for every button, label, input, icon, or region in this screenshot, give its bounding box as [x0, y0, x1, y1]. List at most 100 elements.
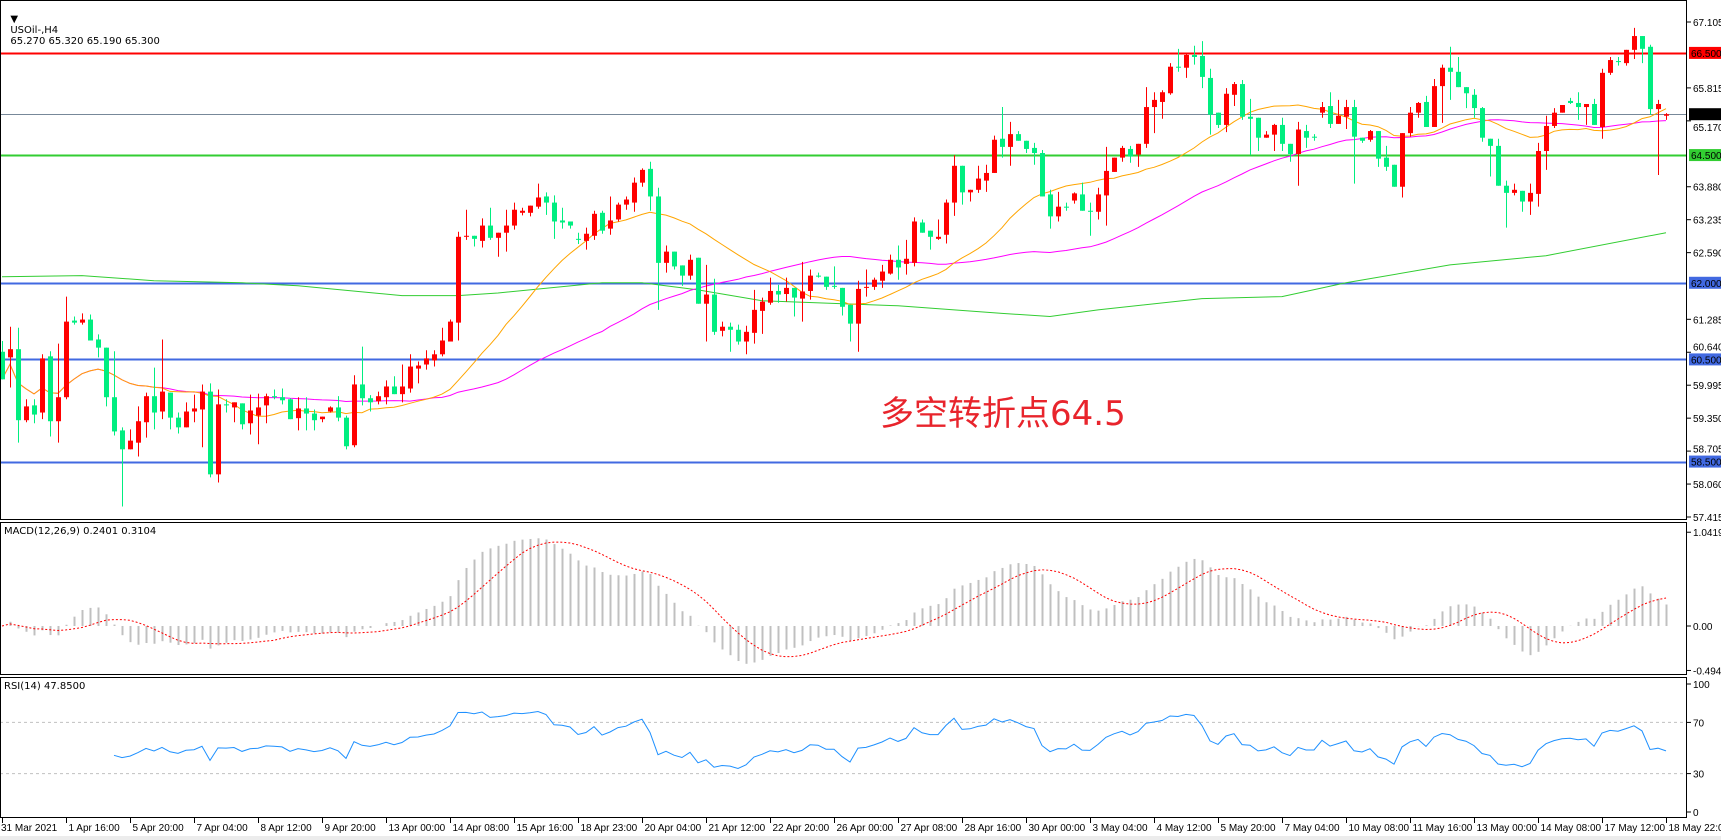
candle-body: [192, 408, 197, 412]
macd-tick-label: -0.494: [1693, 666, 1721, 677]
candle-body: [1488, 138, 1493, 146]
candle-body: [784, 287, 789, 295]
candle-body: [1056, 206, 1061, 217]
candle-body: [1664, 114, 1669, 116]
candle-body: [728, 326, 733, 330]
candle-body: [1248, 116, 1253, 119]
level-label: 66.500: [1691, 49, 1721, 60]
moving-averages: [1, 104, 1667, 417]
candle-body: [248, 410, 253, 424]
time-tick-label: 18 Apr 23:00: [581, 823, 638, 834]
candle: [384, 380, 389, 405]
chart-header[interactable]: ▼ USOil-,H4 65.270 65.320 65.190 65.300: [4, 3, 160, 47]
candle: [1416, 101, 1421, 118]
price-tick-label: 67.105: [1693, 18, 1721, 29]
dropdown-triangle-icon[interactable]: ▼: [10, 14, 19, 25]
candle: [280, 388, 285, 405]
candle: [120, 427, 125, 507]
candle: [24, 399, 29, 423]
candle: [1368, 130, 1373, 142]
candle-body: [176, 417, 181, 428]
candle: [544, 192, 549, 215]
candle: [1624, 49, 1629, 66]
candle-body: [1504, 185, 1509, 193]
candle-body: [288, 399, 293, 420]
candle-body: [1464, 87, 1469, 94]
candle: [464, 209, 469, 240]
level-label: 64.500: [1691, 151, 1721, 162]
candle-body: [1632, 36, 1637, 50]
candle-body: [1088, 210, 1093, 212]
candle-body: [720, 326, 725, 331]
time-tick-label: 18 May 22:00: [1669, 823, 1721, 834]
candle-body: [448, 321, 453, 342]
candle-body: [640, 169, 645, 183]
candle: [1568, 97, 1573, 104]
candle: [152, 367, 157, 430]
candle: [1512, 183, 1517, 196]
macd-tick-label: 0.00: [1693, 622, 1713, 633]
candle-body: [536, 197, 541, 207]
candle: [304, 397, 309, 431]
time-tick-label: 22 Apr 20:00: [773, 823, 830, 834]
annotation-text: 多空转折点64.5: [880, 394, 1126, 434]
candle-body: [1328, 106, 1333, 124]
candle: [112, 351, 117, 436]
time-tick-label: 13 May 00:00: [1477, 823, 1538, 834]
candle: [776, 284, 781, 303]
candle: [160, 339, 165, 420]
candle-body: [128, 440, 133, 450]
candle-body: [496, 232, 501, 238]
candle: [248, 394, 253, 435]
candle: [816, 272, 821, 278]
candle: [1080, 182, 1085, 211]
candle-body: [1256, 117, 1261, 138]
candle: [904, 239, 909, 275]
time-tick-label: 3 May 04:00: [1093, 823, 1148, 834]
candle: [944, 199, 949, 244]
time-tick-label: 26 Apr 00:00: [837, 823, 894, 834]
candle: [864, 269, 869, 297]
time-tick-label: 9 Apr 20:00: [325, 823, 377, 834]
level-label-box: [1689, 276, 1721, 289]
candle-body: [424, 358, 429, 365]
price-axis[interactable]: 67.105 65.815 65.170 63.880 63.235 62.590 61.2…: [1687, 18, 1721, 819]
candle-body: [1648, 46, 1653, 110]
candle-body: [576, 238, 581, 240]
candle-body: [1552, 112, 1557, 126]
candle-body: [1576, 102, 1581, 108]
candle-body: [1208, 77, 1213, 115]
candle-body: [528, 205, 533, 213]
candle-body: [1456, 71, 1461, 88]
candle-body: [1144, 107, 1149, 144]
candle-body: [752, 309, 757, 333]
candle: [1496, 138, 1501, 186]
candle-body: [1008, 134, 1013, 147]
time-axis[interactable]: 31 Mar 2021 1 Apr 16:00 5 Apr 20:00 7 Apr 0…: [1, 818, 1721, 834]
candle: [928, 230, 933, 250]
level-label: 58.500: [1691, 458, 1721, 469]
candle-body: [1416, 102, 1421, 113]
time-tick-label: 5 Apr 20:00: [133, 823, 185, 834]
candle-body: [320, 416, 325, 420]
candle-body: [552, 202, 557, 222]
candle-body: [856, 288, 861, 324]
candle-body: [1232, 84, 1237, 95]
candle: [40, 354, 45, 420]
candle-body: [848, 304, 853, 324]
candle-body: [464, 235, 469, 237]
time-tick-label: 7 May 04:00: [1285, 823, 1340, 834]
candle: [16, 327, 21, 443]
candle: [424, 350, 429, 370]
candle-body: [1200, 55, 1205, 77]
candle: [560, 207, 565, 229]
candle-body: [432, 354, 437, 361]
candle-body: [568, 221, 573, 226]
candle: [56, 343, 61, 443]
candle: [1296, 121, 1301, 186]
candle: [1432, 78, 1437, 127]
candle-body: [608, 220, 613, 229]
candle-body: [1400, 133, 1405, 187]
candle: [1320, 101, 1325, 118]
